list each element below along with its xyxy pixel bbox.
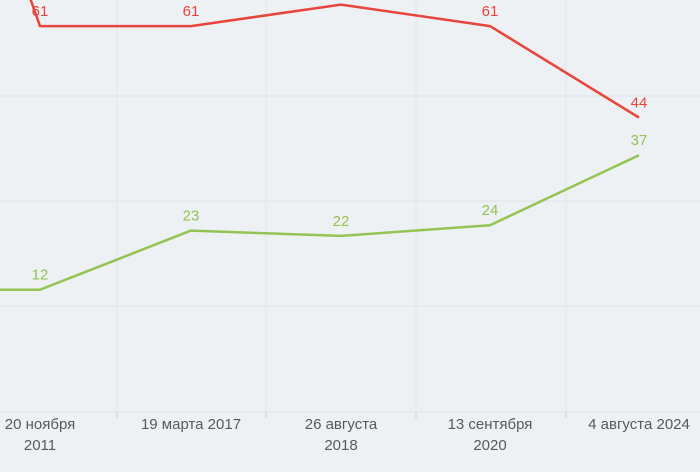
data-label: 23: [183, 208, 200, 225]
data-label: 61: [183, 3, 200, 20]
data-label: 37: [631, 132, 648, 149]
x-tick-label: 26 августа 2018: [305, 416, 378, 454]
series-layer: [0, 0, 640, 291]
horizontal-gridlines: [0, 95, 700, 413]
x-tick-label: 4 августа 2024: [588, 416, 690, 433]
data-label: 24: [482, 202, 499, 219]
vertical-gridlines: [116, 0, 567, 418]
x-axis-tick-labels: 20 ноября 2011 19 марта 2017 26 августа 2018…: [5, 416, 690, 454]
x-tick-label: 13 сентября 2020: [448, 416, 533, 454]
data-label: 12: [32, 267, 49, 284]
x-tick-label: 19 марта 2017: [141, 416, 241, 433]
series-line-2: [0, 154, 640, 291]
data-label: 44: [631, 95, 648, 112]
series-line-1: [29, 0, 640, 119]
data-label: 61: [32, 3, 49, 20]
data-label: 61: [482, 3, 499, 20]
data-label: 22: [333, 213, 350, 230]
x-tick-label: 20 ноября 2011: [5, 416, 76, 454]
data-labels: 61616561441223222437: [32, 3, 648, 284]
